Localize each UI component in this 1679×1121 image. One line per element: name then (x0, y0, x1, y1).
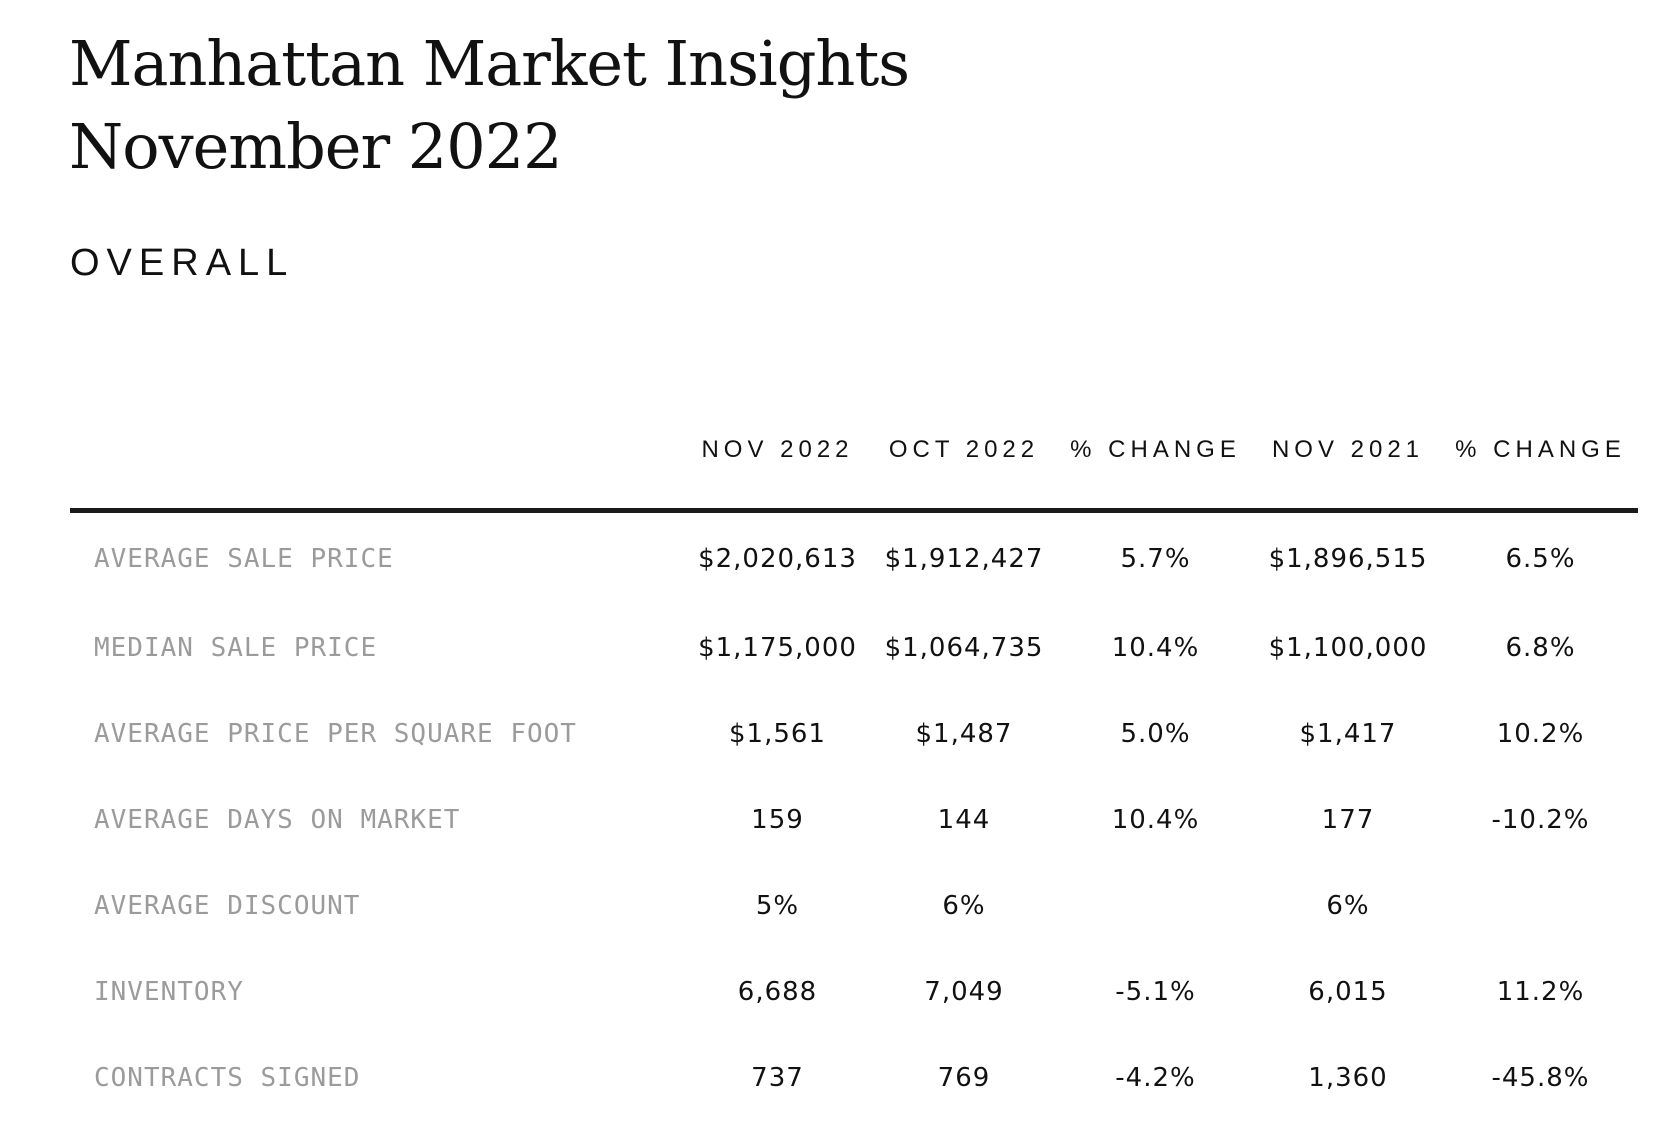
cell-nov-2021: 177 (1321, 805, 1375, 835)
table-row: MEDIAN SALE PRICE $1,175,000 $1,064,735 … (70, 605, 1638, 691)
header-oct-2022: OCT 2022 (870, 420, 1058, 513)
cell-pct-change-month: 10.4% (1111, 633, 1200, 663)
row-label: MEDIAN SALE PRICE (94, 633, 378, 663)
cell-pct-change-month (1058, 863, 1253, 949)
cell-pct-change-year: -10.2% (1491, 805, 1590, 835)
cell-nov-2022: 5% (755, 891, 800, 921)
row-label: INVENTORY (94, 977, 244, 1007)
cell-pct-change-year: 6.8% (1505, 633, 1576, 663)
cell-pct-change-year: 10.2% (1496, 719, 1585, 749)
cell-nov-2021: 6% (1326, 891, 1370, 921)
table-row: AVERAGE PRICE PER SQUARE FOOT $1,561 $1,… (70, 691, 1638, 777)
cell-pct-change-month: 5.0% (1120, 719, 1191, 749)
market-stats-table: NOV 2022 OCT 2022 % CHANGE NOV 2021 % CH… (70, 420, 1638, 1121)
cell-oct-2022: 6% (942, 891, 986, 921)
page-title-line-2: November 2022 (69, 110, 563, 183)
cell-nov-2021: $1,896,515 (1268, 544, 1428, 574)
cell-nov-2022: $1,561 (729, 719, 826, 749)
cell-nov-2021: $1,417 (1299, 719, 1397, 749)
row-label: AVERAGE DISCOUNT (94, 891, 361, 921)
cell-oct-2022: 144 (937, 805, 991, 835)
row-label: AVERAGE DAYS ON MARKET (94, 805, 461, 835)
header-label-column (70, 420, 685, 513)
table-header-row: NOV 2022 OCT 2022 % CHANGE NOV 2021 % CH… (70, 420, 1638, 513)
table-row: INVENTORY 6,688 7,049 -5.1% 6,015 11.2% (70, 949, 1638, 1035)
cell-nov-2022: $2,020,613 (698, 544, 857, 574)
table-row: AVERAGE SALE PRICE $2,020,613 $1,912,427… (70, 511, 1638, 606)
cell-pct-change-year: 11.2% (1496, 977, 1585, 1007)
header-pct-change-year: % CHANGE (1443, 420, 1638, 513)
cell-pct-change-year (1443, 863, 1638, 949)
cell-nov-2021: $1,100,000 (1268, 633, 1428, 663)
row-label: AVERAGE PRICE PER SQUARE FOOT (94, 719, 577, 749)
table-row: CONTRACTS SIGNED 737 769 -4.2% 1,360 -45… (70, 1035, 1638, 1121)
cell-nov-2022: $1,175,000 (698, 633, 857, 663)
cell-pct-change-month: -4.2% (1115, 1063, 1196, 1093)
table-row: AVERAGE DAYS ON MARKET 159 144 10.4% 177… (70, 777, 1638, 863)
table-row: AVERAGE DISCOUNT 5% 6% 6% (70, 863, 1638, 949)
cell-pct-change-month: 5.7% (1120, 544, 1191, 574)
page-title: Manhattan Market Insights November 2022 (69, 22, 910, 188)
header-nov-2022: NOV 2022 (685, 420, 870, 513)
cell-nov-2022: 159 (751, 805, 804, 835)
cell-nov-2022: 737 (751, 1063, 804, 1093)
cell-nov-2021: 1,360 (1308, 1063, 1388, 1093)
row-label: CONTRACTS SIGNED (94, 1063, 361, 1093)
header-nov-2021: NOV 2021 (1253, 420, 1443, 513)
cell-nov-2022: 6,688 (737, 977, 818, 1007)
cell-pct-change-year: 6.5% (1505, 544, 1576, 574)
section-heading: OVERALL (70, 242, 295, 284)
header-pct-change-month: % CHANGE (1058, 420, 1253, 513)
cell-pct-change-month: -5.1% (1115, 977, 1196, 1007)
cell-oct-2022: $1,487 (915, 719, 1013, 749)
cell-pct-change-month: 10.4% (1111, 805, 1200, 835)
row-label: AVERAGE SALE PRICE (94, 544, 394, 574)
cell-oct-2022: $1,064,735 (884, 633, 1044, 663)
cell-nov-2021: 6,015 (1308, 977, 1388, 1007)
cell-pct-change-year: -45.8% (1491, 1063, 1590, 1093)
cell-oct-2022: $1,912,427 (884, 544, 1044, 574)
page-title-line-1: Manhattan Market Insights (69, 27, 910, 100)
cell-oct-2022: 7,049 (924, 977, 1004, 1007)
cell-oct-2022: 769 (937, 1063, 991, 1093)
